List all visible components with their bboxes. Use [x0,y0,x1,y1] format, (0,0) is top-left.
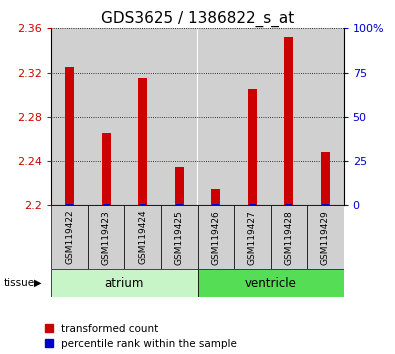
Legend: transformed count, percentile rank within the sample: transformed count, percentile rank withi… [45,324,237,349]
Text: GSM119426: GSM119426 [211,210,220,264]
Bar [212,204,219,205]
Title: GDS3625 / 1386822_s_at: GDS3625 / 1386822_s_at [101,11,294,27]
Text: GSM119427: GSM119427 [248,210,257,264]
Bar [249,204,256,205]
Bar [103,204,110,205]
Bar [248,89,257,205]
FancyBboxPatch shape [51,205,88,269]
Bar [124,28,161,205]
Bar [198,28,234,205]
Bar [271,28,307,205]
Bar [161,28,198,205]
Text: GSM119423: GSM119423 [102,210,111,264]
FancyBboxPatch shape [88,205,124,269]
Text: GSM119429: GSM119429 [321,210,330,264]
Bar [88,28,124,205]
FancyBboxPatch shape [307,205,344,269]
FancyBboxPatch shape [198,269,344,297]
Bar [234,28,271,205]
Text: GSM119422: GSM119422 [65,210,74,264]
Bar [51,28,88,205]
Text: atrium: atrium [105,277,144,290]
Text: GSM119424: GSM119424 [138,210,147,264]
Bar [285,204,292,205]
Bar [284,37,293,205]
Bar [139,204,146,205]
FancyBboxPatch shape [198,205,234,269]
Text: ▶: ▶ [34,278,41,288]
FancyBboxPatch shape [234,205,271,269]
Bar [211,189,220,205]
Text: tissue: tissue [4,278,35,288]
Bar [322,204,329,205]
Bar [102,133,111,205]
Bar [307,28,344,205]
FancyBboxPatch shape [271,205,307,269]
FancyBboxPatch shape [51,269,198,297]
FancyBboxPatch shape [161,205,198,269]
Bar [175,167,184,205]
Bar [138,78,147,205]
FancyBboxPatch shape [124,205,161,269]
Bar [175,204,183,205]
Text: ventricle: ventricle [245,277,297,290]
Bar [65,67,74,205]
Text: GSM119428: GSM119428 [284,210,293,264]
Bar [66,204,73,205]
Bar [321,152,330,205]
Text: GSM119425: GSM119425 [175,210,184,264]
